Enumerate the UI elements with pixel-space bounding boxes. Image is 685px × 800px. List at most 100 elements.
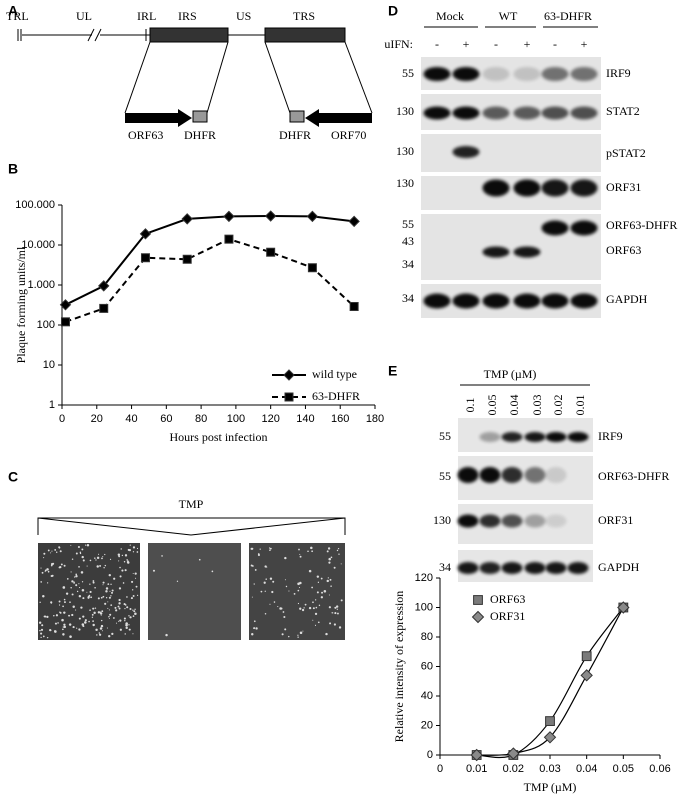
data-point: [60, 317, 70, 327]
speckle: [97, 611, 101, 614]
data-point: [59, 299, 72, 311]
speckle: [64, 601, 66, 604]
speckle: [320, 577, 323, 580]
speckle: [328, 594, 330, 596]
speckle: [337, 547, 340, 550]
gene-arrow: [125, 109, 192, 127]
speckle: [297, 636, 299, 638]
speckle: [115, 622, 118, 624]
speckle: [95, 628, 98, 632]
speckle: [320, 596, 323, 599]
speckle: [297, 602, 300, 605]
speckle: [51, 563, 53, 565]
band: [570, 179, 598, 197]
speckle: [118, 602, 121, 605]
y-axis-label: Relative intensity of expression: [392, 591, 406, 743]
speckle: [81, 555, 84, 559]
speckle: [94, 586, 96, 589]
data-point: [545, 716, 555, 726]
speckle: [75, 575, 78, 578]
panel-label: B: [8, 161, 18, 177]
speckle: [301, 608, 305, 612]
speckle: [118, 555, 121, 558]
speckle: [121, 554, 124, 557]
speckle: [299, 581, 302, 585]
speckle: [312, 619, 314, 621]
gene-label: DHFR: [279, 128, 311, 142]
speckle: [96, 634, 98, 636]
band: [541, 220, 569, 236]
band: [524, 562, 546, 574]
speckle: [71, 558, 74, 560]
speckle: [126, 561, 129, 563]
band: [545, 467, 567, 483]
speckle: [330, 556, 333, 559]
speckle: [110, 583, 112, 585]
protein-label: ORF63: [606, 243, 641, 257]
speckle: [55, 551, 58, 553]
tmp-label: TMP: [179, 497, 204, 511]
speckle: [314, 599, 317, 601]
lane-label: 0.02: [551, 395, 565, 416]
speckle: [92, 580, 95, 582]
speckle: [117, 553, 121, 556]
speckle: [104, 602, 107, 605]
speckle: [80, 571, 84, 574]
speckle: [78, 583, 80, 585]
speckle: [118, 560, 120, 562]
data-point: [349, 302, 359, 312]
data-point: [470, 748, 483, 762]
speckle: [73, 581, 75, 583]
speckle: [92, 620, 94, 622]
speckle: [93, 611, 96, 615]
speckle: [84, 621, 87, 624]
speckle: [132, 546, 136, 549]
speckle: [119, 628, 122, 631]
speckle: [318, 604, 321, 607]
speckle: [263, 581, 266, 584]
band: [501, 432, 523, 442]
size-marker: 130: [396, 176, 414, 190]
band: [567, 432, 589, 442]
speckle: [81, 548, 84, 551]
speckle: [336, 612, 339, 615]
treatment-sign: +: [463, 37, 470, 51]
speckle: [125, 555, 127, 557]
speckle: [85, 544, 87, 546]
band: [452, 106, 480, 120]
speckle: [86, 544, 90, 547]
speckle: [326, 579, 329, 583]
treatment-sign: -: [435, 37, 439, 51]
legend-marker: [283, 369, 295, 381]
speckle: [60, 563, 63, 566]
speckle: [89, 590, 92, 594]
speckle: [323, 589, 327, 593]
speckle: [131, 580, 134, 583]
speckle: [50, 552, 52, 554]
speckle: [96, 556, 100, 560]
speckle: [94, 557, 96, 559]
speckle: [130, 597, 133, 600]
speckle: [62, 586, 66, 589]
speckle: [269, 603, 271, 605]
break: [87, 28, 95, 42]
band: [501, 514, 523, 528]
band: [457, 514, 479, 528]
protein-label: ORF63-DHFR: [606, 218, 677, 232]
region-label: TRS: [293, 9, 315, 23]
speckle: [62, 633, 65, 636]
speckle: [42, 595, 45, 598]
y-tick-label: 1.000: [27, 279, 55, 291]
speckle: [61, 628, 64, 631]
data-point: [580, 669, 593, 682]
region-label: IRS: [178, 9, 197, 23]
data-point: [266, 247, 276, 257]
speckle: [54, 630, 57, 633]
speckle: [108, 616, 110, 618]
band: [482, 67, 510, 81]
speckles: [38, 544, 343, 639]
speckle: [132, 594, 135, 597]
speckle: [113, 577, 116, 580]
legend-marker: [473, 595, 483, 605]
